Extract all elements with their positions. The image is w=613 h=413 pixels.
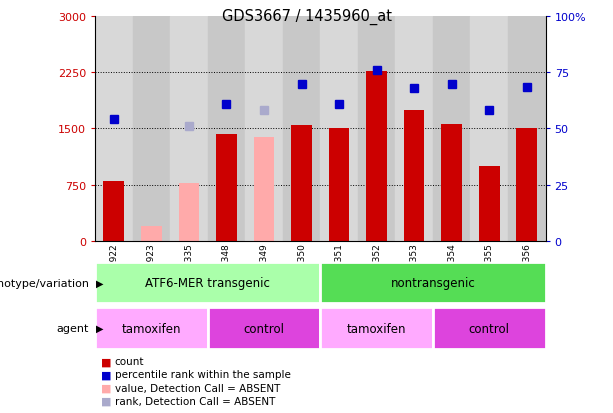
Bar [95, 308, 208, 349]
Bar [178, 183, 199, 242]
Text: genotype/variation: genotype/variation [0, 278, 89, 288]
Bar [208, 17, 245, 242]
Bar [208, 308, 321, 349]
Bar [321, 308, 433, 349]
Bar [329, 129, 349, 242]
Bar [404, 110, 424, 242]
Bar [291, 125, 312, 242]
Bar [471, 17, 508, 242]
Text: tamoxifen: tamoxifen [347, 322, 406, 335]
Text: ■: ■ [101, 370, 112, 380]
Text: tamoxifen: tamoxifen [121, 322, 181, 335]
Text: ■: ■ [101, 356, 112, 366]
Bar [358, 17, 395, 242]
Text: rank, Detection Call = ABSENT: rank, Detection Call = ABSENT [115, 396, 275, 406]
Text: ■: ■ [101, 396, 112, 406]
Bar [170, 17, 208, 242]
Bar [433, 17, 471, 242]
Text: agent: agent [56, 323, 89, 333]
Bar [367, 72, 387, 242]
Text: control: control [469, 322, 510, 335]
Bar [321, 17, 358, 242]
Bar [283, 17, 321, 242]
Bar [321, 262, 546, 304]
Text: GDS3667 / 1435960_at: GDS3667 / 1435960_at [221, 9, 392, 25]
Bar [441, 125, 462, 242]
Text: ATF6-MER transgenic: ATF6-MER transgenic [145, 276, 270, 290]
Bar [517, 129, 537, 242]
Bar [245, 17, 283, 242]
Text: count: count [115, 356, 144, 366]
Bar [508, 17, 546, 242]
Bar [433, 308, 546, 349]
Text: control: control [243, 322, 284, 335]
Bar [216, 134, 237, 242]
Bar [254, 137, 274, 242]
Bar [95, 262, 321, 304]
Text: nontransgenic: nontransgenic [390, 276, 475, 290]
Text: percentile rank within the sample: percentile rank within the sample [115, 370, 291, 380]
Bar [479, 166, 500, 242]
Bar [95, 17, 132, 242]
Text: value, Detection Call = ABSENT: value, Detection Call = ABSENT [115, 383, 280, 393]
Text: ▶: ▶ [96, 323, 104, 333]
Bar [141, 227, 162, 242]
Text: ▶: ▶ [96, 278, 104, 288]
Text: ■: ■ [101, 383, 112, 393]
Bar [395, 17, 433, 242]
Bar [104, 182, 124, 242]
Bar [132, 17, 170, 242]
